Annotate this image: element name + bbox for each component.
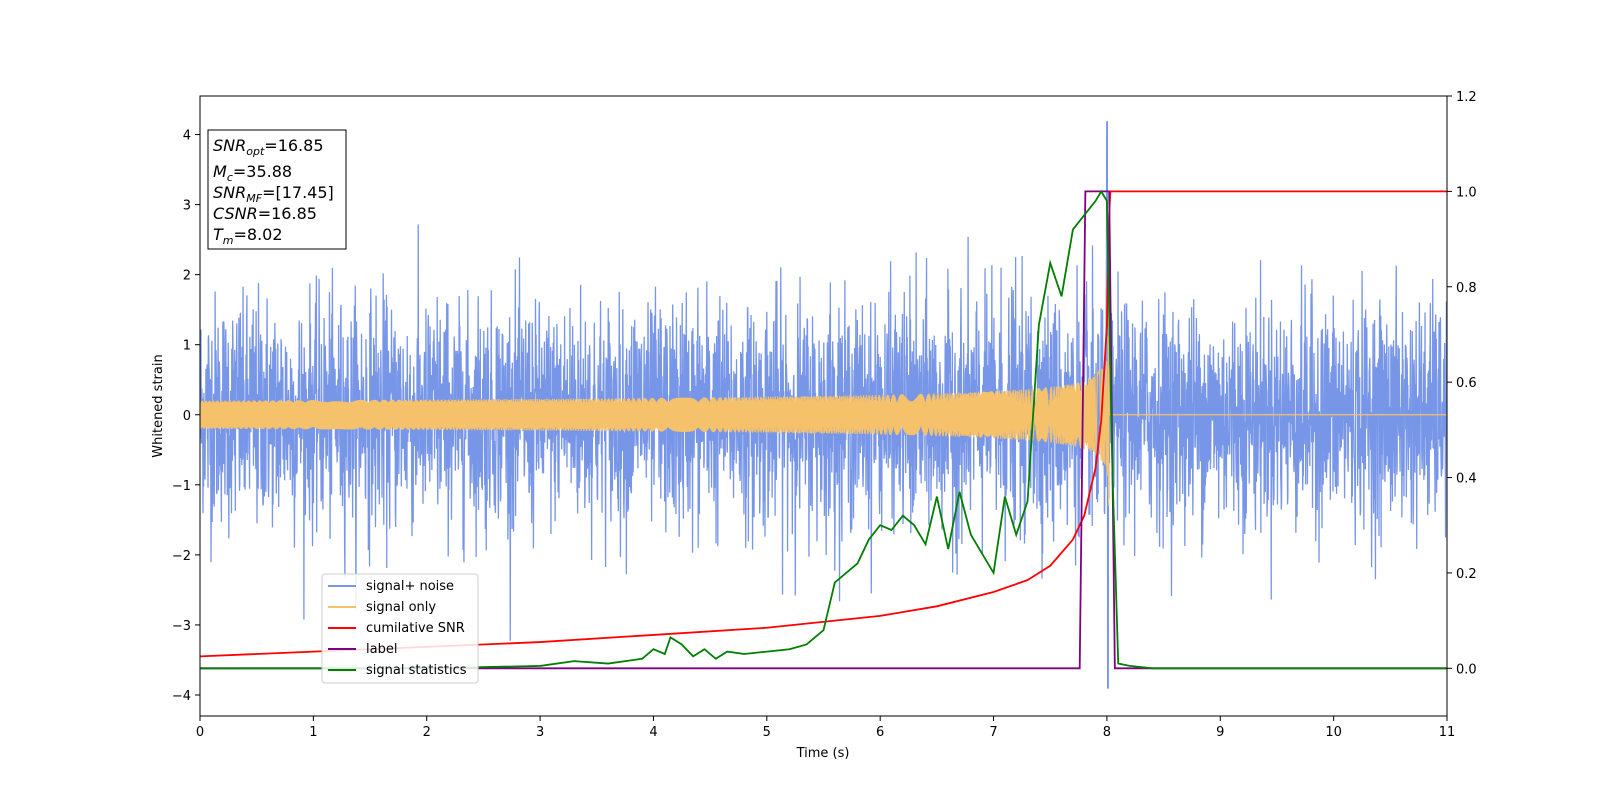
x-axis-label: Time (s) (796, 746, 850, 761)
legend-label-signal-statistics: signal statistics (366, 663, 467, 678)
legend-label-signal-noise: signal+ noise (366, 579, 454, 594)
x-tick-label: 3 (536, 725, 544, 740)
signal-statistics-line (200, 189, 1447, 670)
y-left-tick-label: 1 (183, 339, 191, 354)
x-tick-label: 7 (989, 725, 997, 740)
legend-item: signal+ noise (328, 579, 454, 594)
tm-text: Tm=8.02 (213, 225, 283, 247)
x-tick-label: 0 (196, 725, 204, 740)
mc-text: Mc=35.88 (213, 162, 292, 184)
signal-only-series (200, 336, 1447, 506)
x-tick-label: 10 (1325, 725, 1342, 740)
y-left-tick-label: 0 (183, 409, 191, 424)
x-tick-label: 1 (309, 725, 317, 740)
y-axis-label: Whitened strain (151, 354, 166, 457)
y-right-tick-label: 1.0 (1456, 185, 1477, 200)
y-left-tick-label: −2 (172, 549, 191, 564)
y-right-tick-label: 0.4 (1456, 472, 1477, 487)
legend-item: signal only (328, 600, 436, 615)
legend-label-cumulative-snr: cumilative SNR (366, 621, 465, 636)
legend-item: label (328, 642, 397, 657)
x-axis: 0 1 2 3 4 5 6 7 8 9 10 11 (196, 716, 1455, 740)
x-tick-label: 8 (1103, 725, 1111, 740)
y-left-tick-label: −4 (172, 689, 191, 704)
annotation-box: SNRopt=16.85 Mc=35.88 SNRMF=[17.45] CSNR… (207, 129, 347, 250)
right-axis-series (200, 189, 1447, 670)
y-axis-right: 0.0 0.2 0.4 0.6 0.8 1.0 1.2 (1447, 90, 1477, 677)
y-left-tick-label: 2 (183, 269, 191, 284)
y-right-tick-label: 0.0 (1456, 662, 1477, 677)
signal-only-line (200, 336, 1447, 506)
legend-label-signal-only: signal only (366, 600, 436, 615)
y-left-tick-label: 3 (183, 199, 191, 214)
y-right-tick-label: 0.2 (1456, 567, 1477, 582)
x-tick-label: 5 (763, 725, 771, 740)
y-left-tick-label: −3 (172, 619, 191, 634)
x-tick-label: 2 (423, 725, 431, 740)
legend: signal+ noise signal only cumilative SNR… (321, 573, 479, 684)
signal-noise-line (200, 121, 1447, 689)
snr-opt-text: SNRopt=16.85 (213, 136, 324, 158)
signal-noise-series (200, 121, 1447, 689)
x-tick-label: 4 (649, 725, 657, 740)
plot-area (200, 121, 1447, 689)
x-tick-label: 11 (1439, 725, 1456, 740)
x-tick-label: 9 (1216, 725, 1224, 740)
legend-label-label: label (366, 642, 397, 657)
csnr-text: CSNR=16.85 (213, 204, 317, 223)
cumulative-snr-line (200, 190, 1447, 658)
y-right-tick-label: 1.2 (1456, 90, 1477, 105)
snr-mf-text: SNRMF=[17.45] (213, 183, 334, 205)
y-left-tick-label: −1 (172, 479, 191, 494)
y-left-tick-label: 4 (183, 129, 191, 144)
y-right-tick-label: 0.6 (1456, 376, 1477, 391)
y-axis-left: −4 −3 −2 −1 0 1 2 3 4 (172, 129, 200, 704)
plot-frame (199, 95, 1448, 717)
y-right-tick-label: 0.8 (1456, 281, 1477, 296)
legend-item: signal statistics (328, 663, 467, 678)
legend-item: cumilative SNR (328, 621, 465, 636)
x-tick-label: 6 (876, 725, 884, 740)
